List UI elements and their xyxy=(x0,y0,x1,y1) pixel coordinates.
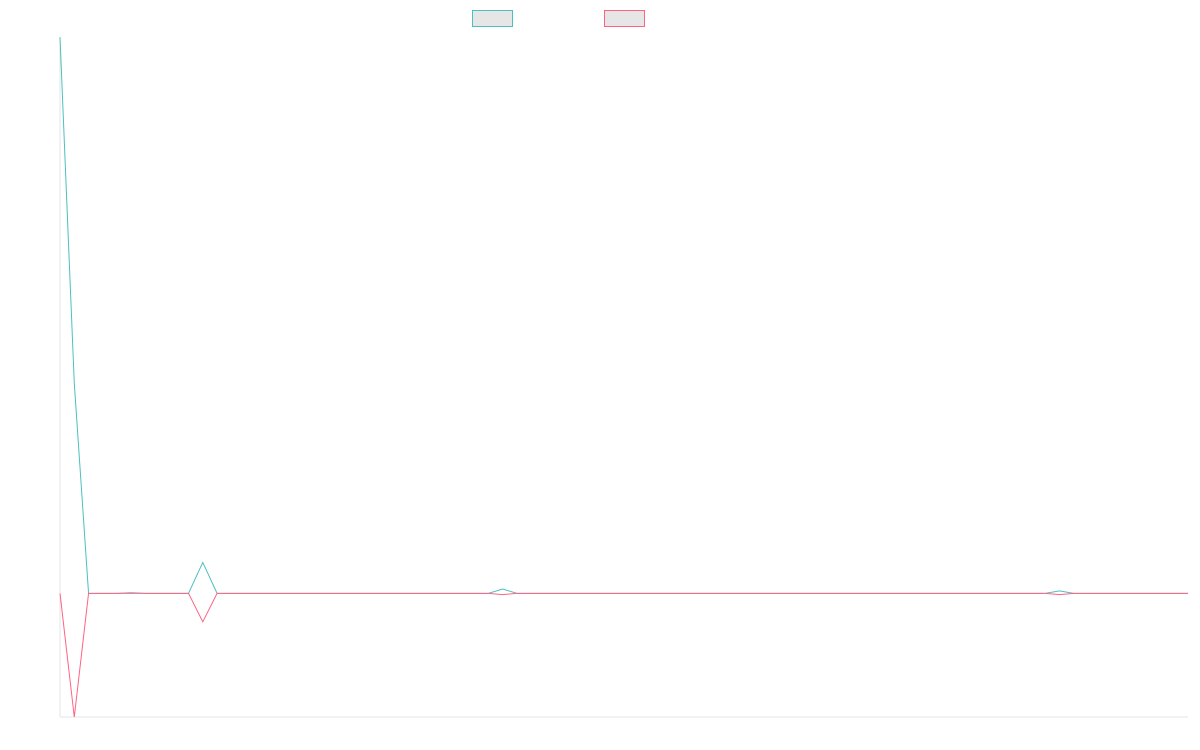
legend xyxy=(472,10,645,27)
series-line-2 xyxy=(59,592,1188,718)
legend-item-2[interactable] xyxy=(604,10,645,27)
legend-swatch-1 xyxy=(472,10,513,27)
plot-area xyxy=(59,36,1188,718)
legend-swatch-2 xyxy=(604,10,645,27)
legend-item-1[interactable] xyxy=(472,10,513,27)
series-line-1 xyxy=(59,36,1188,594)
